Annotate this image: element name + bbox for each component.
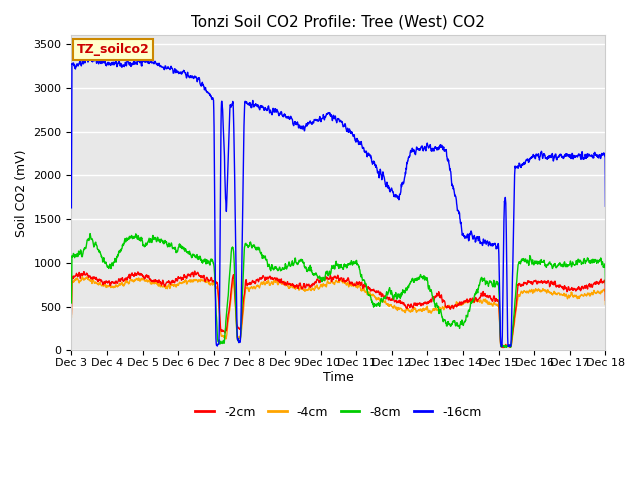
Legend: -2cm, -4cm, -8cm, -16cm: -2cm, -4cm, -8cm, -16cm — [190, 401, 486, 424]
Text: TZ_soilco2: TZ_soilco2 — [77, 43, 150, 56]
Title: Tonzi Soil CO2 Profile: Tree (West) CO2: Tonzi Soil CO2 Profile: Tree (West) CO2 — [191, 15, 485, 30]
X-axis label: Time: Time — [323, 371, 354, 384]
Y-axis label: Soil CO2 (mV): Soil CO2 (mV) — [15, 149, 28, 237]
